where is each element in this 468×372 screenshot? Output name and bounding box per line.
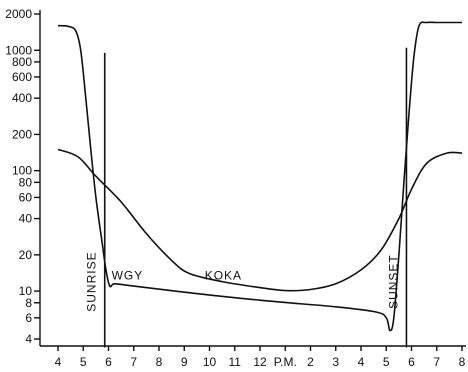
y-tick-label: 80 <box>19 175 33 189</box>
y-tick-label: 20 <box>19 248 33 262</box>
x-tick-label: 6 <box>408 355 415 369</box>
y-tick-label: 200 <box>12 127 32 141</box>
annotations-layer: SUNRISE SUNSET WGY KOKA <box>85 251 401 311</box>
y-tick-label: 400 <box>12 91 32 105</box>
x-tick-label: 5 <box>80 355 87 369</box>
x-tick-label: 7 <box>433 355 440 369</box>
curves-layer <box>57 21 463 348</box>
x-tick-label: 8 <box>156 355 163 369</box>
series-annotation-wgy: WGY <box>112 268 144 282</box>
x-tick-label: 12 <box>253 355 267 369</box>
x-tick-label: 2 <box>307 355 314 369</box>
y-tick-label: 40 <box>19 212 33 226</box>
y-tick-label: 800 <box>12 55 32 69</box>
y-tick-label: 8 <box>25 296 32 310</box>
x-tick-label: 4 <box>55 355 62 369</box>
y-tick-label: 100 <box>12 164 32 178</box>
y-tick-label: 600 <box>12 70 32 84</box>
y-tick-label: 2000 <box>5 7 32 21</box>
x-tick-label: P.M. <box>274 355 297 369</box>
series-annotation-koka: KOKA <box>205 268 242 282</box>
vertical-line-label-sunrise: SUNRISE <box>85 251 99 311</box>
x-tick-label: 7 <box>130 355 137 369</box>
series-line-koka <box>57 148 463 292</box>
vertical-line-label-sunset: SUNSET <box>386 254 400 309</box>
x-tick-label: 9 <box>181 355 188 369</box>
x-tick-label: 5 <box>383 355 390 369</box>
x-tick-label: 11 <box>229 355 242 369</box>
x-tick-label: 6 <box>105 355 112 369</box>
y-tick-label: 6 <box>25 311 32 325</box>
x-tick-label: 4 <box>358 355 365 369</box>
series-line-wgy <box>57 21 462 332</box>
x-tick-label: 3 <box>332 355 339 369</box>
x-tick-label: 10 <box>203 355 217 369</box>
y-tick-label: 10 <box>19 284 33 298</box>
y-tick-label: 60 <box>19 190 33 204</box>
y-tick-label: 1000 <box>5 43 32 57</box>
x-tick-label: 8 <box>459 355 466 369</box>
y-tick-label: 4 <box>25 332 32 346</box>
